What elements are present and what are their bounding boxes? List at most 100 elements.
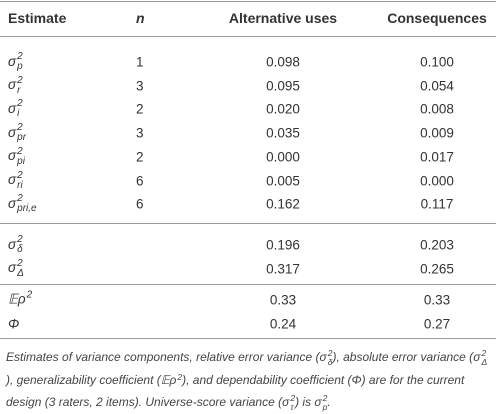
estimate-cell: σ 2 pi	[8, 146, 25, 167]
estimate-cell: σ 2 pr	[8, 123, 26, 143]
value-cell: 0.317	[266, 261, 300, 277]
superscript: 2	[17, 51, 23, 62]
value-cell: 0.117	[420, 196, 454, 212]
value-cell: 0.33	[269, 292, 297, 308]
value-cell: 2	[136, 149, 144, 165]
value-cell: 0.100	[420, 54, 454, 70]
value-cell: 0.054	[420, 78, 454, 94]
script-stack: 2 pr	[17, 123, 26, 143]
subscript: τ	[290, 401, 294, 412]
subscript: pi	[17, 155, 25, 167]
subscript: Δ	[481, 356, 488, 367]
script-stack: 2 pri,e	[17, 194, 36, 214]
value-cell: 0.098	[266, 54, 300, 70]
subscript: pr	[17, 132, 27, 144]
math-base: σ	[8, 195, 17, 211]
caption-text: .	[327, 395, 331, 409]
math-base: σ	[8, 148, 17, 164]
math-base: σ	[473, 350, 481, 364]
value-cell: 0.020	[266, 101, 300, 117]
value-cell: 0.005	[266, 173, 300, 188]
estimate-cell: σ 2 pri,e	[8, 194, 37, 214]
script-stack: 2 pi	[17, 145, 25, 167]
superscript: 2	[327, 348, 333, 359]
math-base: 𝔼ρ	[160, 372, 177, 387]
value-cell: 0.035	[266, 125, 300, 141]
math-base: 𝔼ρ	[8, 291, 26, 307]
subscript: ri	[17, 179, 23, 191]
value-cell: 0.095	[266, 78, 300, 94]
caption-text: ) is	[295, 395, 315, 409]
math-base: σ	[8, 100, 17, 116]
estimate-cell: σ 2 ri	[8, 170, 23, 191]
superscript: 2	[17, 193, 23, 205]
rule	[0, 223, 496, 224]
subscript: δ	[17, 244, 23, 255]
subscript: δ	[327, 356, 333, 367]
math-base: σ	[319, 350, 327, 364]
value-cell: 0.265	[420, 261, 454, 277]
math: σ 2 pi	[8, 146, 25, 166]
rule	[0, 1, 496, 2]
value-cell: 0.24	[269, 316, 297, 332]
value-cell: 0.33	[423, 292, 451, 308]
estimate-cell: Φ	[8, 316, 19, 331]
rule	[0, 36, 496, 37]
math: σ 2 ri	[8, 170, 23, 190]
rule	[0, 338, 496, 339]
superscript: 2	[177, 371, 183, 382]
caption-text: Estimates of variance components, relati…	[6, 350, 320, 364]
caption-text: ), and dependability coefficient (Φ) are…	[6, 372, 465, 410]
subscript: i	[17, 108, 20, 120]
superscript: 2	[17, 74, 23, 86]
value-cell: 0.196	[266, 237, 300, 253]
math-base: σ	[8, 260, 17, 276]
superscript: 2	[322, 393, 328, 404]
subscript: r	[17, 84, 21, 96]
script-stack: 2 ri	[17, 169, 23, 191]
superscript: 2	[481, 348, 487, 359]
column-header: Consequences	[387, 10, 487, 26]
subscript: pri,e	[17, 203, 37, 215]
caption-text: ), absolute error variance (	[332, 350, 474, 364]
math: 𝔼ρ 2	[8, 290, 33, 310]
math-base: σ	[8, 124, 17, 140]
caption-text: ), generalizability coefficient (	[6, 372, 161, 387]
column-header: n	[136, 10, 145, 26]
subscript: p	[322, 401, 328, 412]
superscript: 2	[17, 98, 23, 110]
column-header: Alternative uses	[228, 10, 338, 26]
subscript: Δ	[17, 267, 24, 279]
value-cell: 3	[136, 125, 144, 141]
rule	[0, 284, 496, 285]
superscript: 2	[17, 169, 23, 181]
script-stack: 2	[27, 290, 33, 310]
subscript	[27, 301, 33, 310]
superscript: 2	[290, 393, 296, 404]
superscript: 2	[17, 145, 23, 157]
caption: Estimates of variance components, relati…	[6, 346, 492, 414]
value-cell: 0.009	[420, 125, 454, 141]
math-base: σ	[8, 172, 17, 188]
value-cell: 0.162	[266, 196, 300, 212]
superscript: 2	[17, 122, 23, 134]
column-header: Estimate	[8, 10, 67, 26]
math-base: σ	[8, 236, 17, 252]
value-cell: 0.203	[420, 237, 454, 253]
subscript: p	[17, 61, 23, 72]
